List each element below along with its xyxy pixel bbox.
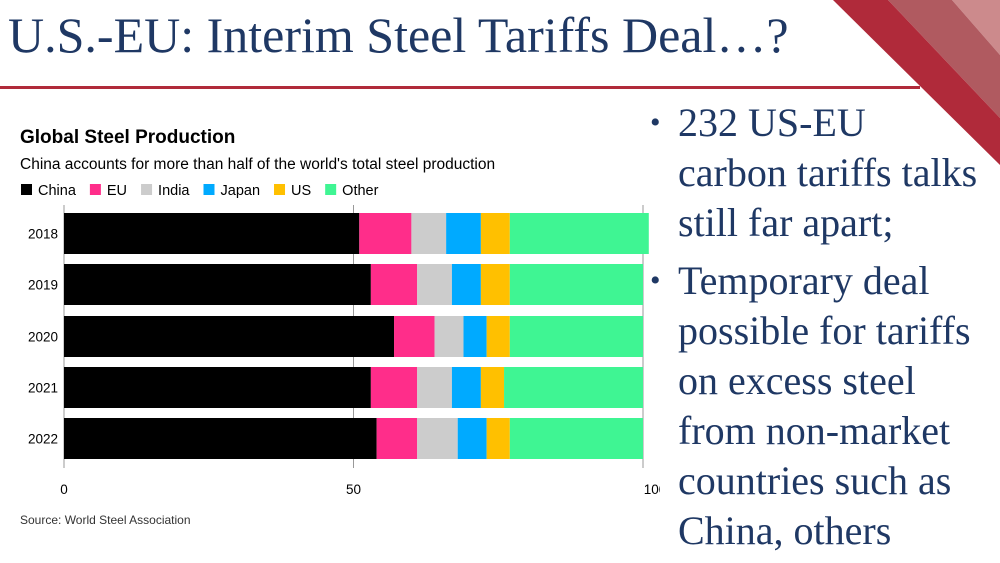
bar-segment-other-2019 [509,264,643,305]
bullet-icon: • [650,264,661,297]
bar-segment-india-2020 [434,316,464,357]
chart-source: Source: World Steel Association [20,513,191,527]
bar-segment-us-2021 [480,367,505,408]
bullet-line: China, others [678,508,892,553]
chart-title: Global Steel Production [20,127,235,148]
bullet-line: possible for tariffs [678,308,971,353]
bar-segment-china-2021 [64,367,371,408]
bar-segment-india-2021 [417,367,452,408]
bar-segment-us-2020 [486,316,510,357]
steel-production-chart: Global Steel Production China accounts fo… [20,127,660,527]
legend-label-other: Other [342,183,378,199]
legend-swatch [325,184,337,195]
bar-segment-japan-2019 [451,264,481,305]
bar-segment-china-2022 [64,418,377,459]
bullet-line: carbon tariffs talks [678,150,978,195]
category-label: 2020 [28,330,58,345]
bar-segment-us-2018 [480,213,510,254]
x-tick-label: 50 [346,482,361,497]
bar-segment-other-2021 [504,367,643,408]
bar-segment-us-2019 [480,264,510,305]
bar-segment-eu-2022 [376,418,418,459]
category-label: 2018 [28,227,58,242]
bullet-line: Temporary deal [678,258,930,303]
legend-label-us: US [291,183,311,199]
bar-segment-us-2022 [486,418,510,459]
bullet-line: 232 US-EU [678,100,866,145]
bar-segment-china-2020 [64,316,395,357]
bar-segment-eu-2019 [370,264,418,305]
chart-subtitle: China accounts for more than half of the… [20,156,495,173]
category-label: 2021 [28,381,58,396]
bar-segment-other-2022 [509,418,643,459]
x-tick-label: 0 [60,482,68,497]
title-divider [0,86,920,89]
bullet-line: countries such as [678,458,952,503]
legend-label-china: China [38,183,77,199]
legend-swatch [21,184,32,195]
legend-swatch [203,184,215,195]
bullet-line: still far apart; [678,200,894,245]
bar-segment-india-2022 [417,418,458,459]
category-label: 2019 [28,278,58,293]
bar-segment-eu-2021 [370,367,418,408]
bar-segment-other-2020 [509,316,643,357]
bar-segment-japan-2022 [457,418,487,459]
category-label: 2022 [28,432,58,447]
bullet-line: from non-market [678,408,951,453]
bar-segment-japan-2018 [446,213,481,254]
legend-label-eu: EU [107,183,127,199]
bar-segment-china-2018 [64,213,360,254]
legend-swatch [89,184,101,195]
bar-segment-eu-2020 [394,316,435,357]
bar-segment-india-2018 [411,213,447,254]
legend-label-india: India [158,183,190,199]
bar-segment-japan-2020 [463,316,487,357]
slide-title: U.S.-EU: Interim Steel Tariffs Deal…? [8,7,789,63]
legend-label-japan: Japan [221,183,261,199]
bar-segment-japan-2021 [451,367,481,408]
bar-segment-other-2018 [509,213,649,254]
bar-segment-eu-2018 [359,213,412,254]
legend-swatch [141,184,153,195]
legend-swatch [274,184,286,195]
x-tick-label: 100% [644,482,660,497]
bullet-icon: • [650,106,661,139]
bullet-line: on excess steel [678,358,916,403]
bar-segment-china-2019 [64,264,371,305]
bar-segment-india-2019 [417,264,452,305]
